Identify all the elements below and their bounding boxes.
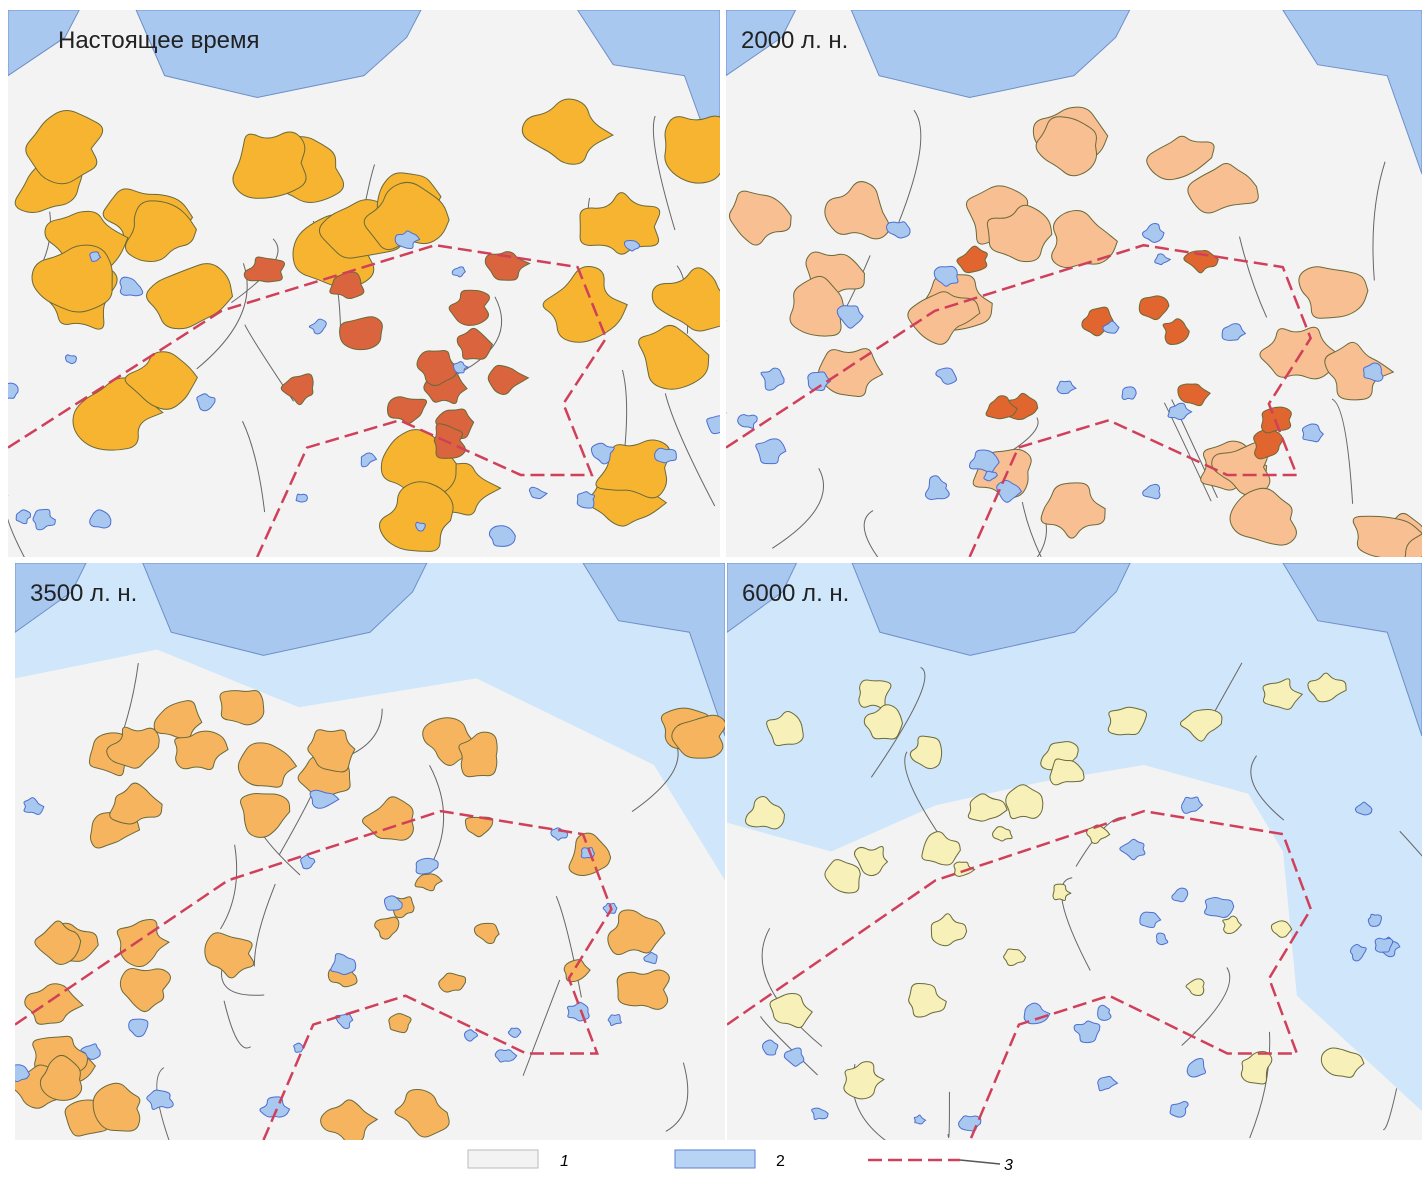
panel-title: 6000 л. н. (742, 580, 849, 607)
legend-label: 1 (560, 1153, 569, 1170)
panel-content (669, 10, 1422, 610)
bog-area (220, 691, 264, 725)
lake (1205, 898, 1234, 918)
panel-content (7, 563, 726, 1174)
map-panel: 3500 л. н. (7, 563, 726, 1174)
map-figure: Настоящее время 2000 л. н. 3500 л. н. 6000 … (0, 0, 1422, 1174)
legend-label: 3 (1004, 1157, 1013, 1174)
legend-swatch-land (468, 1150, 538, 1168)
map-panel: Настоящее время (1, 10, 737, 578)
legend-swatch-water (675, 1150, 755, 1168)
bog-area (340, 317, 383, 350)
bog-area (665, 116, 730, 183)
panel-content (727, 563, 1422, 1155)
legend-label: 2 (776, 1153, 785, 1170)
legend-swatch-line (960, 1160, 1000, 1164)
lake (1122, 387, 1136, 400)
panel-content (1, 10, 737, 578)
bog-area (233, 132, 306, 198)
legend: 1 2 3 (468, 1150, 1013, 1174)
lake (294, 1043, 304, 1052)
lake (296, 494, 307, 502)
map-panel: 6000 л. н. (727, 563, 1422, 1155)
panel-title: Настоящее время (58, 27, 260, 54)
bog-area (617, 970, 669, 1009)
lake (655, 448, 677, 463)
panel-title: 3500 л. н. (30, 580, 137, 607)
map-panel: 2000 л. н. (669, 10, 1422, 610)
panels: Настоящее время 2000 л. н. 3500 л. н. 6000 … (1, 10, 1422, 1174)
panel-title: 2000 л. н. (741, 27, 848, 54)
